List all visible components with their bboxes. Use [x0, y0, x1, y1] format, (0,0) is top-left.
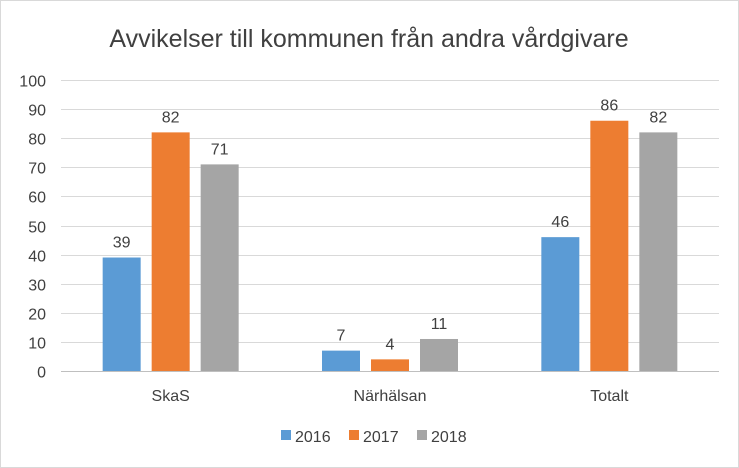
bar-2017-Totalt: [590, 120, 629, 372]
legend-swatch-2016: [281, 430, 291, 440]
data-label: 82: [649, 109, 667, 126]
y-tick-label: 100: [19, 74, 46, 91]
data-label: 4: [386, 336, 395, 353]
bar-2017-Närhälsan: [371, 359, 409, 371]
y-tick-label: 80: [28, 132, 46, 149]
data-labels: 39 82 71 7 4 11 46 86 82: [113, 98, 668, 354]
legend: 2016 2017 2018: [281, 429, 467, 446]
x-tick-label: Totalt: [590, 388, 629, 405]
bar-2016-Närhälsan: [322, 350, 360, 371]
x-tick-label: SkaS: [152, 388, 190, 405]
y-tick-label: 90: [28, 103, 46, 120]
data-label: 86: [600, 98, 618, 115]
x-tick-label: Närhälsan: [354, 388, 427, 405]
y-tick-label: 30: [28, 278, 46, 295]
data-label: 7: [337, 328, 346, 345]
bar-2018-Närhälsan: [420, 338, 458, 371]
y-tick-label: 60: [28, 190, 46, 207]
y-tick-label: 10: [28, 336, 46, 353]
y-tick-label: 40: [28, 249, 46, 266]
bar-2016-Totalt: [541, 237, 580, 371]
bar-2017-SkaS: [151, 132, 190, 371]
data-label: 82: [162, 109, 180, 126]
y-tick-label: 0: [37, 365, 46, 382]
legend-label: 2017: [363, 429, 399, 446]
data-label: 39: [113, 235, 131, 252]
bar-2018-Totalt: [639, 132, 678, 371]
legend-label: 2018: [431, 429, 467, 446]
legend-swatch-2018: [417, 430, 427, 440]
y-tick-label: 20: [28, 307, 46, 324]
bar-2018-SkaS: [200, 164, 239, 371]
y-tick-label: 70: [28, 161, 46, 178]
bars: [102, 120, 678, 372]
bar-2016-SkaS: [102, 257, 141, 371]
data-label: 71: [211, 141, 229, 158]
legend-label: 2016: [295, 429, 331, 446]
chart-title: Avvikelser till kommunen från andra vård…: [109, 25, 628, 53]
y-tick-label: 50: [28, 220, 46, 237]
data-label: 46: [551, 214, 569, 231]
legend-swatch-2017: [349, 430, 359, 440]
x-axis: SkaS Närhälsan Totalt: [152, 388, 629, 405]
data-label: 11: [431, 316, 448, 333]
y-axis: 0 10 20 30 40 50 60 70 80 90 100: [19, 74, 46, 382]
